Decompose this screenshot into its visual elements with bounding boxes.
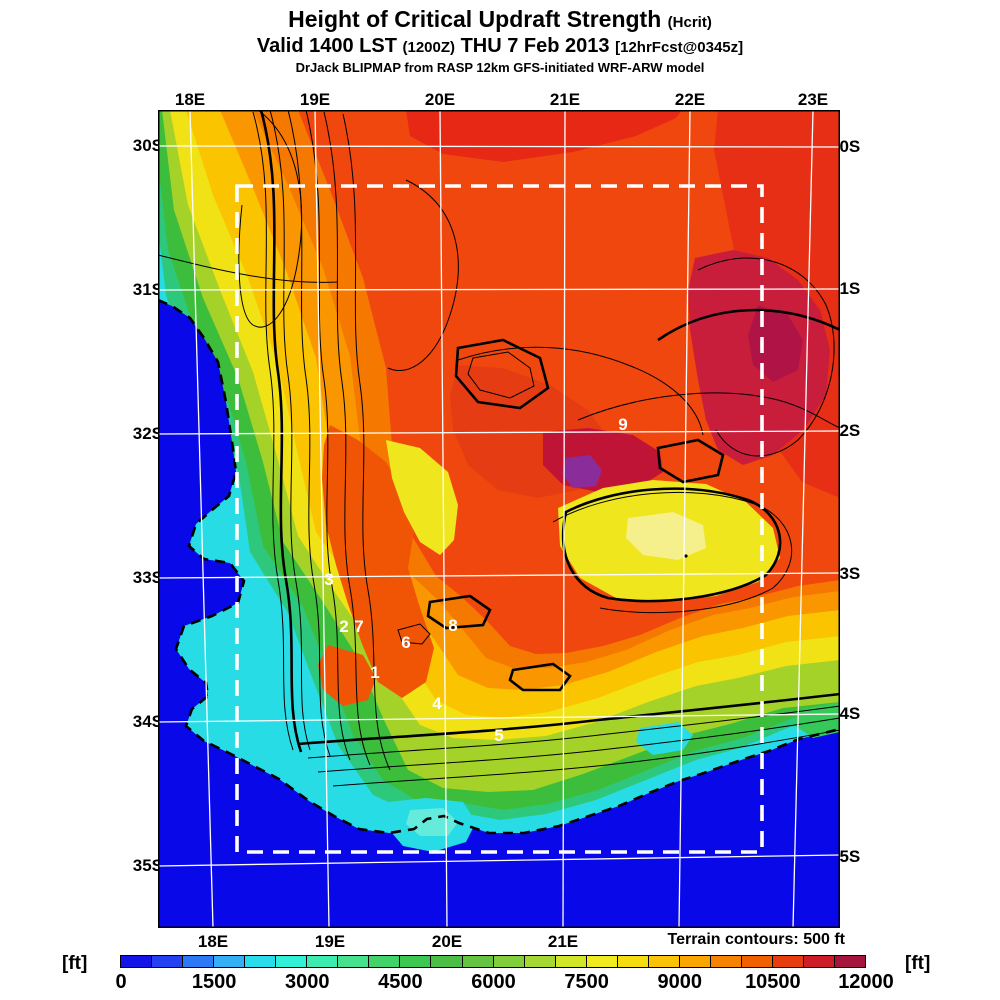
colorbar-segment-12 xyxy=(493,956,525,967)
contour-label-4: 4 xyxy=(432,694,442,713)
colorbar-segment-0 xyxy=(121,956,153,967)
terrain-contours-thick xyxy=(259,110,840,753)
colorbar-segment-22 xyxy=(804,956,836,967)
field-red-top xyxy=(406,110,682,162)
model-line: DrJack BLIPMAP from RASP 12km GFS-initia… xyxy=(295,60,705,75)
colorbar-segment-10 xyxy=(431,956,463,967)
contour-dot xyxy=(684,554,688,558)
axis-bottom-label-19E: 19E xyxy=(314,932,346,951)
colorbar-segment-16 xyxy=(617,956,649,967)
colorbar-tick-1500: 1500 xyxy=(191,971,237,993)
axis-left-label-32S: 32S xyxy=(132,424,163,443)
colorbar-segment-21 xyxy=(772,956,805,967)
colorbar-tick-9000: 9000 xyxy=(657,971,703,993)
colorbar-segment-5 xyxy=(276,956,308,967)
colorbar-segment-15 xyxy=(586,956,618,967)
contour-labels: 9 3 2 7 6 8 1 4 5 xyxy=(324,415,627,745)
axis-left-label-35S: 35S xyxy=(132,856,163,875)
colorbar-segment-20 xyxy=(741,956,773,967)
colorbar-tick-12000: 12000 xyxy=(838,971,894,993)
graticule xyxy=(158,110,840,928)
coastline-dashed xyxy=(158,298,840,835)
colorbar-tick-4500: 4500 xyxy=(378,971,423,993)
feature-cyan-notch-core xyxy=(406,808,458,836)
valid-line: Valid 1400 LST (1200Z) THU 7 Feb 2013 [1… xyxy=(0,35,1000,58)
colorbar-tick-0: 0 xyxy=(115,971,127,993)
feature-red-blob-sw xyxy=(318,645,376,706)
colorbar-segment-19 xyxy=(710,956,742,967)
axis-top-label-20E: 20E xyxy=(424,90,456,109)
title-suffix: (Hcrit) xyxy=(667,14,712,31)
feature-cyan-strip xyxy=(636,722,693,755)
colorbar-segment-18 xyxy=(679,956,711,967)
axis-top-label-19E: 19E xyxy=(299,90,331,109)
axis-left-label-31S: 31S xyxy=(132,280,163,299)
valid-forecast-tag: [12hrFcst@0345z] xyxy=(615,39,744,56)
blipmap-plot: 9 3 2 7 6 8 1 4 5 xyxy=(158,110,840,928)
colorbar-tick-10500: 10500 xyxy=(745,971,801,993)
feature-red-ridge xyxy=(322,425,434,698)
unit-label-left: [ft] xyxy=(62,953,88,974)
colorbar-segment-14 xyxy=(555,956,587,967)
contour-label-3: 3 xyxy=(324,570,333,589)
contour-label-9: 9 xyxy=(618,415,627,434)
contour-label-1: 1 xyxy=(370,663,379,682)
colorbar-segment-9 xyxy=(400,956,432,967)
feature-yellow-pocket xyxy=(386,440,458,555)
valid-prefix: Valid 1400 LST xyxy=(256,35,397,57)
colorbar xyxy=(120,955,866,968)
colorbar-tick-3000: 3000 xyxy=(285,971,330,993)
colorbar-segment-17 xyxy=(648,956,680,967)
model-domain-box xyxy=(235,184,764,854)
header: Height of Critical Updraft Strength (Hcr… xyxy=(0,6,1000,75)
unit-label-right: [ft] xyxy=(905,953,931,974)
colorbar-segment-6 xyxy=(307,956,339,967)
axis-bottom-label-21E: 21E xyxy=(547,932,579,951)
terrain-contours-thin xyxy=(158,110,840,787)
axis-top-label-21E: 21E xyxy=(549,90,581,109)
colorbar-tick-7500: 7500 xyxy=(564,971,609,993)
patch-purple xyxy=(562,455,602,488)
axis-bottom-label-20E: 20E xyxy=(431,932,463,951)
colorbar-segment-13 xyxy=(524,956,556,967)
contour-label-6: 6 xyxy=(401,633,410,652)
title-text: Height of Critical Updraft Strength xyxy=(288,6,662,32)
feature-pale-yellow-core xyxy=(626,512,706,560)
contour-label-2: 2 xyxy=(339,617,348,636)
axis-top-label-18E: 18E xyxy=(174,90,206,109)
contour-label-7: 7 xyxy=(354,617,363,636)
colorbar-segment-2 xyxy=(183,956,215,967)
axis-bottom-label-18E: 18E xyxy=(197,932,229,951)
axis-top-label-22E: 22E xyxy=(674,90,706,109)
colorbar-segment-8 xyxy=(369,956,401,967)
contour-label-5: 5 xyxy=(494,726,503,745)
colorbar-tick-6000: 6000 xyxy=(471,971,516,993)
axis-top-label-23E: 23E xyxy=(797,90,829,109)
colorbar-segment-11 xyxy=(462,956,494,967)
contour-label-8: 8 xyxy=(448,616,457,635)
valid-zulu: (1200Z) xyxy=(402,39,456,56)
colorbar-segment-3 xyxy=(214,956,246,967)
colorbar-segment-7 xyxy=(338,956,370,967)
band-cyan xyxy=(158,230,840,928)
axis-left-label-33S: 33S xyxy=(132,568,163,587)
colorbar-segment-1 xyxy=(152,956,184,967)
terrain-contours-note: Terrain contours: 500 ft xyxy=(667,931,845,948)
page-title: Height of Critical Updraft Strength (Hcr… xyxy=(0,6,1000,33)
colorbar-segment-4 xyxy=(245,956,277,967)
valid-date: THU 7 Feb 2013 xyxy=(460,35,610,57)
colorbar-segment-23 xyxy=(835,956,866,967)
axis-left-label-34S: 34S xyxy=(132,712,163,731)
plot-frame xyxy=(158,110,840,928)
axis-left-label-30S: 30S xyxy=(132,136,163,155)
